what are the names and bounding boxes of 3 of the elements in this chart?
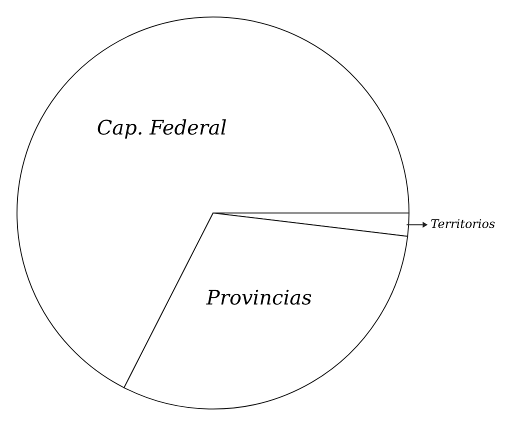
slice-label: Provincias [205,286,312,310]
legend-label: Territorios [430,216,496,231]
slice-label: Cap. Federal [96,116,227,140]
